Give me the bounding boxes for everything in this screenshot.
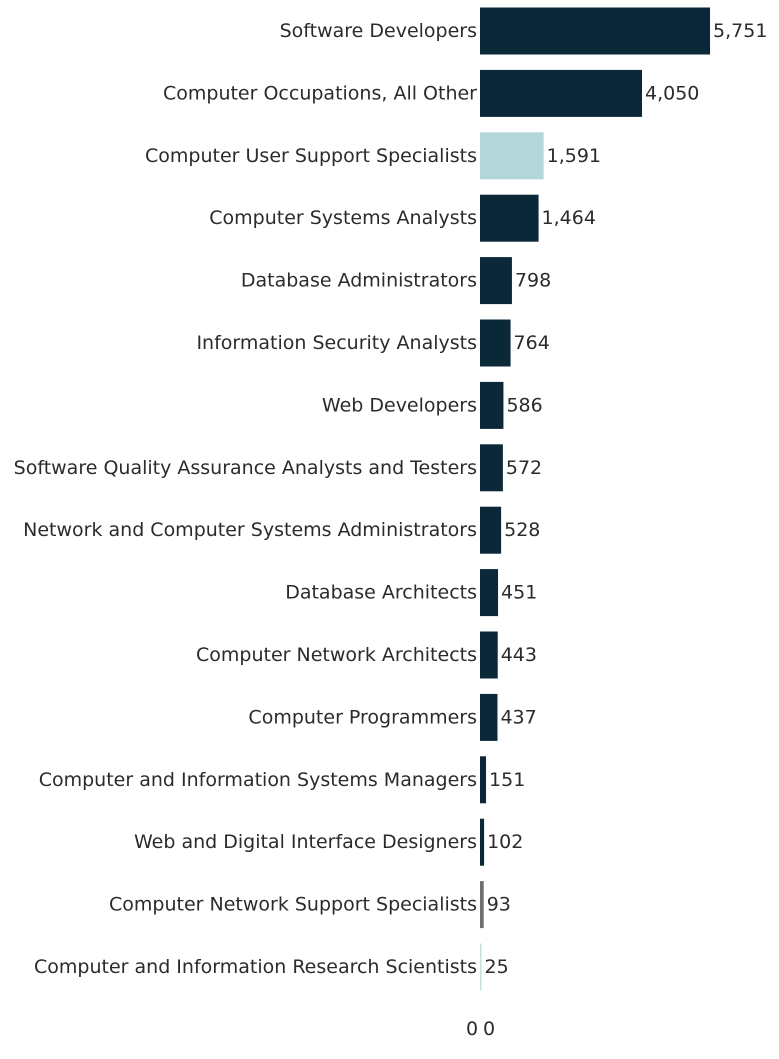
category-label-8: Network and Computer Systems Administrat… [23, 519, 477, 541]
bar-9[interactable] [480, 569, 499, 617]
bar-15[interactable] [480, 943, 482, 991]
bar-11[interactable] [480, 693, 498, 741]
bar-8[interactable] [480, 506, 502, 554]
value-label-0: 5,751 [713, 20, 767, 42]
bar-7[interactable] [480, 444, 503, 492]
value-label-5: 764 [514, 332, 550, 354]
category-label-13: Web and Digital Interface Designers [134, 831, 477, 853]
category-labels-group: Software Developers Computer Occupations,… [14, 20, 478, 978]
value-label-9: 451 [501, 582, 537, 604]
value-label-4: 798 [515, 270, 551, 292]
category-label-15: Computer and Information Research Scient… [34, 956, 477, 978]
value-label-8: 528 [504, 519, 540, 541]
bar-4[interactable] [480, 257, 512, 305]
bar-0[interactable] [480, 7, 711, 55]
category-label-12: Computer and Information Systems Manager… [39, 769, 477, 791]
category-label-14: Computer Network Support Specialists [109, 894, 477, 916]
bar-1[interactable] [480, 69, 642, 117]
bar-13[interactable] [480, 818, 485, 866]
value-label-2: 1,591 [547, 145, 601, 167]
x-axis-tick-label-0: 0 [466, 1018, 478, 1040]
value-label-3: 1,464 [542, 207, 596, 229]
value-label-15: 25 [485, 956, 509, 978]
category-label-5: Information Security Analysts [196, 332, 477, 354]
value-labels-group: 5,751 4,050 1,591 1,464 798 764 586 572 528 451 44… [485, 20, 768, 978]
value-label-7: 572 [506, 457, 542, 479]
category-label-7: Software Quality Assurance Analysts and … [14, 457, 477, 479]
category-label-3: Computer Systems Analysts [209, 207, 477, 229]
value-label-13: 102 [487, 831, 523, 853]
value-label-14: 93 [487, 894, 511, 916]
value-label-6: 586 [506, 394, 542, 416]
bars-group [480, 7, 711, 991]
category-label-2: Computer User Support Specialists [145, 145, 477, 167]
category-label-9: Database Architects [285, 582, 477, 604]
category-label-4: Database Administrators [241, 270, 477, 292]
value-label-12: 151 [489, 769, 525, 791]
bar-14[interactable] [480, 881, 484, 929]
bar-12[interactable] [480, 756, 487, 804]
category-label-10: Computer Network Architects [196, 644, 477, 666]
category-label-0: Software Developers [280, 20, 477, 42]
bar-6[interactable] [480, 381, 504, 429]
category-label-11: Computer Programmers [248, 706, 477, 728]
bar-10[interactable] [480, 631, 498, 679]
x-axis-tick-label-1: 0 [483, 1018, 495, 1040]
category-label-6: Web Developers [322, 394, 477, 416]
value-label-10: 443 [501, 644, 537, 666]
value-label-11: 437 [500, 706, 536, 728]
value-label-1: 4,050 [645, 82, 699, 104]
category-label-1: Computer Occupations, All Other [163, 82, 477, 104]
bar-3[interactable] [480, 194, 539, 242]
bar-2[interactable] [480, 132, 544, 180]
bar-5[interactable] [480, 319, 511, 367]
